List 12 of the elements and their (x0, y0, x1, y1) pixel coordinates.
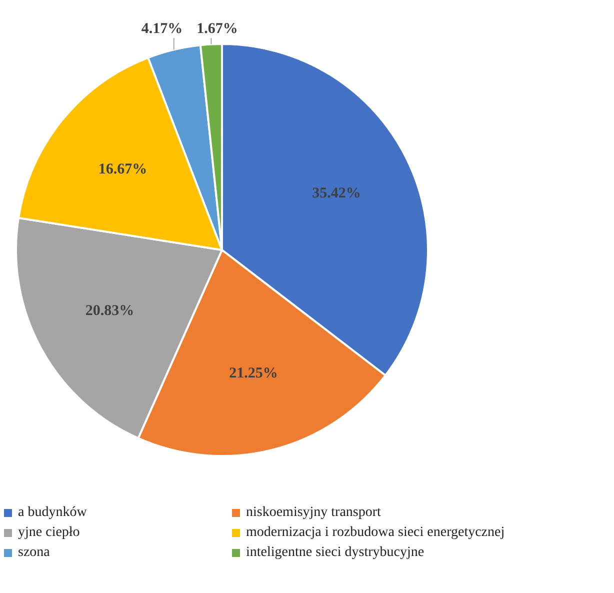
legend-label: szona (18, 545, 50, 561)
data-label: 1.67% (196, 20, 238, 37)
legend-label: yjne ciepło (18, 525, 80, 541)
legend-label: a budynków (18, 505, 87, 521)
legend-label: inteligentne sieci dystrybucyjne (246, 545, 424, 561)
data-label: 20.83% (85, 302, 134, 319)
legend-label: modernizacja i rozbudowa sieci energetycznej (246, 525, 505, 541)
data-label: 21.25% (229, 366, 278, 382)
data-label: 16.67% (98, 162, 148, 178)
legend-label: niskoemisyjny transport (246, 505, 381, 521)
data-label: 35.42% (312, 185, 361, 202)
data-label: 4.17% (141, 20, 183, 37)
